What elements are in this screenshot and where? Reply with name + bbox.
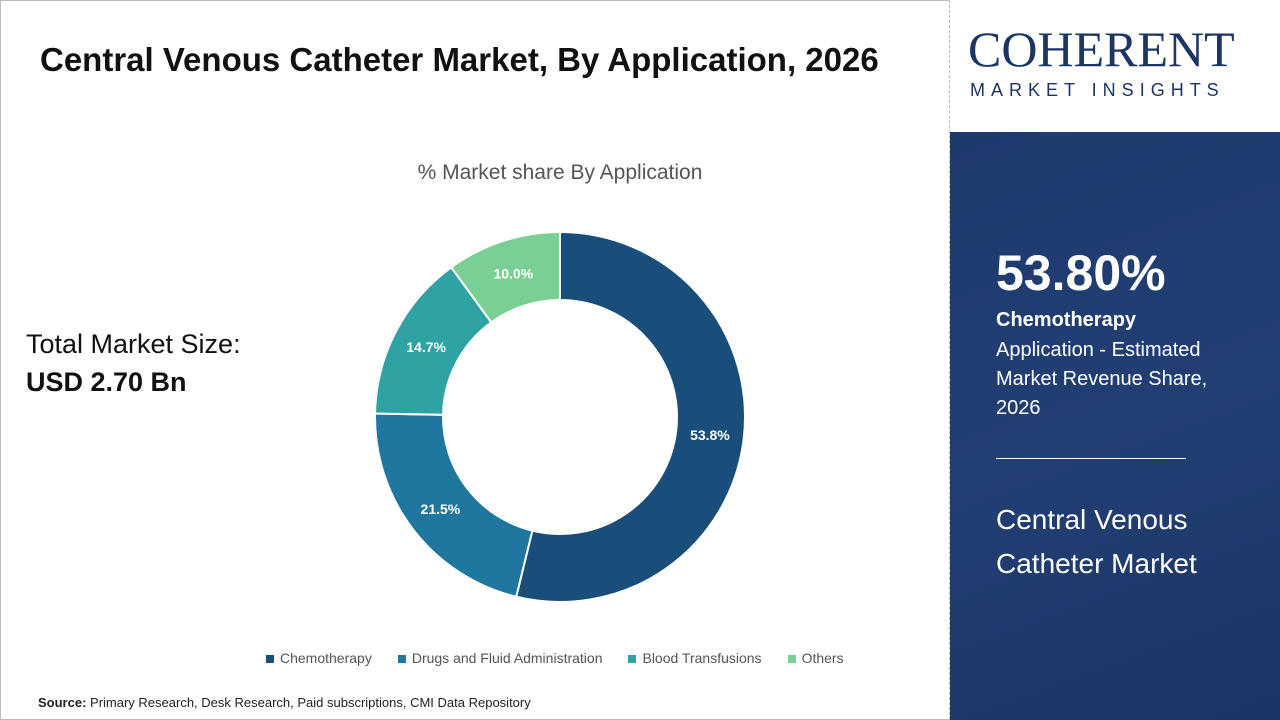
highlight-segment: Chemotherapy [996, 309, 1137, 331]
source-note: Source: Primary Research, Desk Research,… [38, 695, 531, 711]
total-label: Total Market Size: [26, 329, 241, 359]
chart-title: % Market share By Application [417, 161, 703, 184]
donut-slice-others [449, 230, 561, 324]
data-label: 10.0% [493, 265, 533, 281]
legend-label: Drugs and Fluid Administration [411, 650, 603, 666]
legend-item: Drugs and Fluid Administration [397, 650, 603, 667]
page-title: Central Venous Catheter Market, By Appli… [40, 41, 879, 78]
source-text: Primary Research, Desk Research, Paid su… [90, 695, 531, 710]
legend-item: Others [787, 650, 844, 667]
donut-slice-drugs-and-fluid-administration [374, 412, 534, 598]
logo-main: COHERENT [968, 21, 1235, 77]
data-label: 53.8% [690, 427, 730, 443]
legend-swatch [397, 655, 406, 663]
highlight-panel: 53.80% Chemotherapy Application - Estima… [950, 132, 1280, 720]
legend: Chemotherapy Drugs and Fluid Administrat… [266, 650, 844, 667]
legend-swatch [787, 655, 796, 663]
source-label: Source: [38, 695, 87, 710]
legend-item: Chemotherapy [266, 650, 372, 667]
highlight-percent: 53.80% [996, 245, 1166, 301]
legend-swatch [266, 655, 274, 663]
legend-label: Blood Transfusions [642, 650, 762, 666]
legend-swatch [628, 655, 637, 663]
donut-chart: 53.8% 21.5% 14.7% 10.0% [374, 230, 746, 603]
data-label: 14.7% [406, 339, 446, 355]
total-market-size: Total Market Size: USD 2.70 Bn [26, 325, 241, 401]
logo-sub: MARKET INSIGHTS [970, 80, 1225, 100]
highlight-description: Application - Estimated Market Revenue S… [996, 339, 1208, 419]
legend-item: Blood Transfusions [628, 650, 762, 667]
divider [996, 458, 1186, 459]
legend-label: Chemotherapy [280, 650, 372, 666]
legend-label: Others [801, 650, 844, 666]
total-value: USD 2.70 Bn [26, 367, 187, 397]
market-name: Central Venous Catheter Market [996, 504, 1197, 579]
donut-slice-chemotherapy [515, 230, 746, 603]
data-label: 21.5% [421, 501, 461, 517]
company-logo: COHERENT MARKET INSIGHTS [950, 0, 1280, 132]
